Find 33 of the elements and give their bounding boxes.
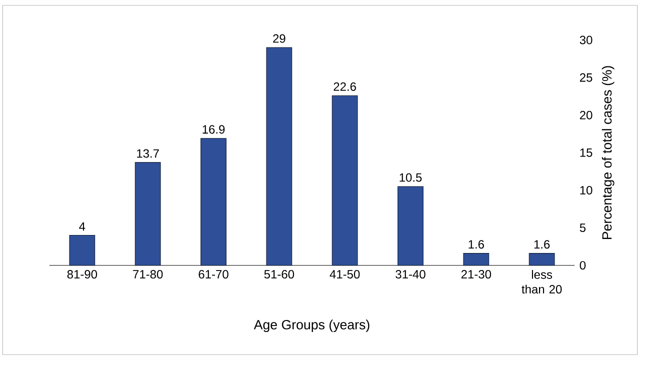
x-tick-label: 21-30 (461, 270, 492, 279)
x-tick-label: 81-90 (67, 270, 98, 279)
bar (528, 253, 555, 266)
bar (134, 162, 161, 266)
y-tick-label: 15 (580, 148, 592, 157)
x-tick-label: 71-80 (133, 270, 163, 279)
y-tick-label: 30 (580, 36, 592, 44)
y-tick-label: 0 (580, 261, 586, 270)
y-axis-title: Percentage of total cases (%) (602, 66, 614, 240)
x-tick-label: 41-50 (330, 270, 360, 279)
x-tick-label: less than 20 (522, 270, 562, 294)
x-tick-label: 51-60 (264, 270, 294, 279)
data-label: 13.7 (137, 149, 159, 158)
data-label: 29 (273, 34, 286, 43)
y-tick-label: 25 (580, 73, 592, 82)
data-label: 1.6 (468, 240, 484, 249)
bar (69, 235, 96, 266)
data-label: 16.9 (202, 125, 225, 134)
bar (463, 253, 490, 266)
y-tick-label: 10 (580, 186, 592, 194)
x-tick-label: 31-40 (396, 270, 426, 279)
x-tick-label: 61-70 (198, 270, 228, 279)
data-label: 10.5 (400, 173, 422, 182)
y-tick-label: 5 (580, 224, 586, 232)
bar (398, 186, 424, 266)
bar (200, 138, 226, 266)
bar (332, 95, 358, 266)
y-tick-label: 20 (580, 110, 592, 120)
data-label: 1.6 (534, 240, 550, 249)
bar (266, 47, 292, 266)
data-label: 4 (79, 222, 86, 231)
x-axis-title: Age Groups (years) (254, 320, 370, 332)
data-label: 22.6 (334, 82, 356, 91)
